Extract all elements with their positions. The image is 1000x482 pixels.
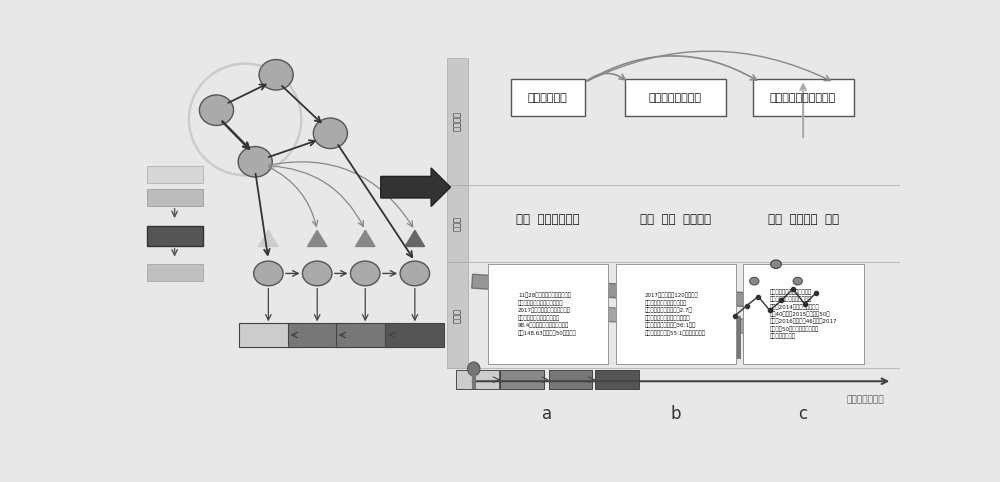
Bar [766, 310, 774, 358]
Bar [812, 293, 821, 358]
FancyArrow shape [381, 168, 450, 206]
Ellipse shape [259, 60, 293, 90]
Bar [743, 306, 751, 358]
Ellipse shape [313, 118, 347, 148]
Ellipse shape [771, 260, 781, 268]
Ellipse shape [793, 277, 802, 285]
Text: a: a [542, 404, 552, 423]
Text: 新闻摄: 新闻摄 [453, 308, 462, 322]
Text: 国考  竞争  大幅减少: 国考 竞争 大幅减少 [640, 213, 711, 226]
Bar [447, 185, 468, 262]
Text: 2017年国考共有120多个中央
机关及其直属机构和参照公务
员法管理的单位计划招募2.7万
余人。根此计算，参加考试人数
与录用计划数比例约为36:1，这
比: 2017年国考共有120多个中央 机关及其直属机构和参照公务 员法管理的单位计划… [645, 293, 706, 335]
Bar [336, 323, 395, 347]
Bar [500, 371, 544, 389]
Bar [778, 300, 786, 358]
Polygon shape [259, 230, 278, 246]
Ellipse shape [400, 261, 430, 286]
Bar [147, 264, 202, 281]
Text: 关键词: 关键词 [453, 216, 462, 231]
Bar [147, 189, 202, 206]
Text: 某用户浏览历史: 某用户浏览历史 [847, 395, 885, 404]
Bar [801, 304, 809, 358]
Bar [511, 80, 585, 116]
Bar [753, 80, 854, 116]
Bar [447, 58, 468, 185]
Text: 近年来国考报名后弃考或罴考
成绩后没有进入考场的都数量
可见。2014年度国考弃考人数
超过40万人，2015年度高达50余
万人，2016年度超过46万人，2: 近年来国考报名后弃考或罴考 成绩后没有进入考场的都数量 可见。2014年度国考弃… [769, 289, 837, 339]
Text: b: b [670, 404, 680, 423]
Text: 国考  弃考人数  近年: 国考 弃考人数 近年 [768, 213, 839, 226]
Bar [239, 323, 298, 347]
Bar [731, 316, 740, 358]
Text: 历史弃考人数有多少？: 历史弃考人数有多少？ [770, 93, 836, 103]
Text: 竞争居然减少了？: 竞争居然减少了？ [649, 93, 702, 103]
Bar [147, 226, 202, 246]
Bar [288, 323, 347, 347]
Polygon shape [355, 230, 375, 246]
Bar [789, 289, 798, 358]
Bar [456, 371, 499, 389]
Bar [743, 264, 864, 364]
Text: 11月28日国家公务员局消息，当
日举行的中央机关及其直属机构
2017年度公务员录用考试公共科
目笔试，全国实际参考人数为
98.4万人，比报名并通过资格审
: 11月28日国家公务员局消息，当 日举行的中央机关及其直属机构 2017年度公务… [518, 293, 577, 335]
Ellipse shape [302, 261, 332, 286]
Bar [147, 166, 202, 183]
Bar [488, 264, 608, 364]
Polygon shape [405, 230, 425, 246]
Bar [549, 371, 592, 389]
Ellipse shape [750, 277, 759, 285]
Bar [595, 371, 639, 389]
Bar [616, 264, 736, 364]
Bar [385, 323, 444, 347]
Text: c: c [799, 404, 808, 423]
Text: 国考  公共科目笔试: 国考 公共科目笔试 [516, 213, 579, 226]
Text: 引导推度: 引导推度 [453, 111, 462, 132]
Ellipse shape [254, 261, 283, 286]
FancyArrow shape [535, 301, 778, 340]
Ellipse shape [238, 147, 272, 177]
Ellipse shape [468, 362, 480, 376]
Polygon shape [307, 230, 327, 246]
Bar [754, 296, 763, 358]
Text: 国考开考嘭！: 国考开考嘭！ [528, 93, 567, 103]
Ellipse shape [199, 95, 234, 125]
Ellipse shape [351, 261, 380, 286]
Bar [447, 262, 468, 368]
FancyArrow shape [472, 274, 778, 313]
Bar [625, 80, 726, 116]
